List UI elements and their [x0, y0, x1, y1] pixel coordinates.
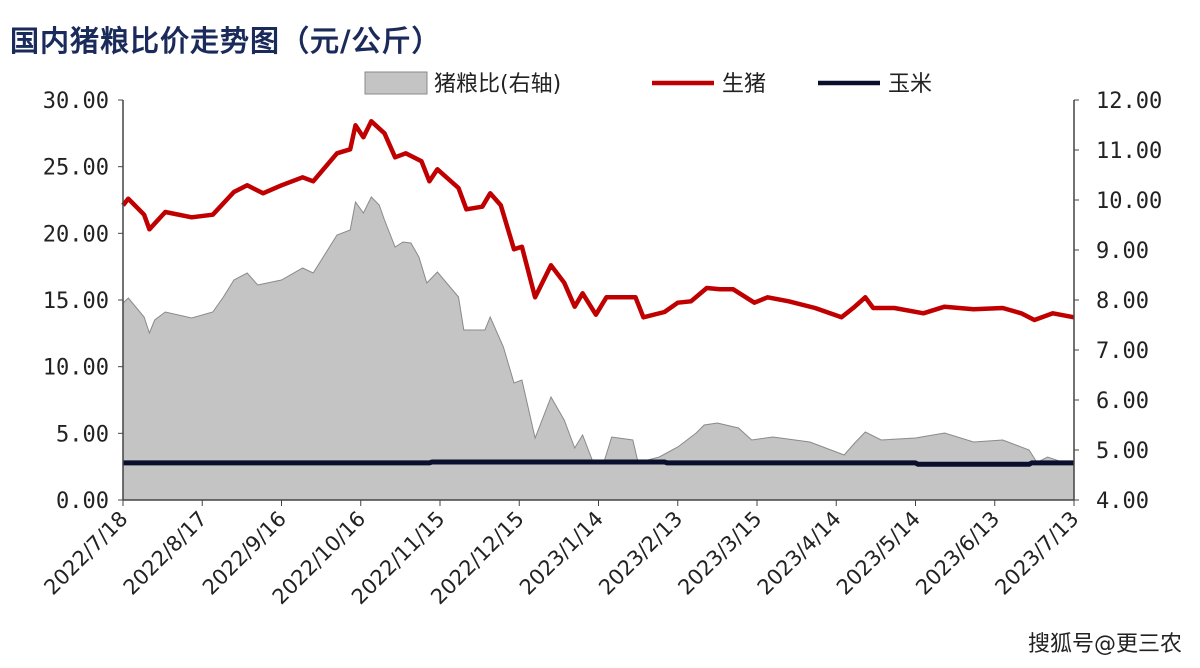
x-tick-label: 2023/5/14 — [832, 507, 925, 600]
legend-label-ratio: 猪粮比(右轴) — [434, 72, 561, 97]
left-tick-label: 15.00 — [43, 289, 109, 314]
right-tick-label: 7.00 — [1096, 339, 1149, 364]
left-tick-label: 20.00 — [43, 222, 109, 247]
chart-title: 国内猪粮比价走势图（元/公斤） — [10, 24, 442, 58]
x-tick-label: 2023/6/13 — [911, 507, 1004, 600]
watermark: 搜狐号@更三农 — [1027, 632, 1182, 657]
right-tick-label: 5.00 — [1096, 439, 1149, 464]
series-line-corn — [123, 459, 1074, 467]
left-tick-label: 0.00 — [56, 489, 109, 514]
legend-label-corn: 玉米 — [888, 72, 932, 97]
right-tick-label: 11.00 — [1096, 139, 1162, 164]
series-line-hog — [121, 119, 1075, 323]
x-tick-label: 2023/3/15 — [673, 507, 766, 600]
series-area-ratio — [122, 196, 1075, 501]
left-tick-label: 30.00 — [43, 89, 109, 114]
x-tick-label: 2022/8/17 — [119, 507, 212, 600]
left-tick-label: 5.00 — [56, 422, 109, 447]
x-tick-label: 2023/1/14 — [515, 507, 608, 600]
x-tick-label: 2022/7/18 — [39, 507, 132, 600]
x-tick-label: 2023/4/14 — [753, 507, 846, 600]
right-tick-label: 10.00 — [1096, 189, 1162, 214]
right-tick-label: 4.00 — [1096, 489, 1149, 514]
legend-label-hog: 生猪 — [722, 72, 766, 97]
left-tick-label: 10.00 — [43, 356, 109, 381]
left-tick-label: 25.00 — [43, 156, 109, 181]
right-tick-label: 6.00 — [1096, 389, 1149, 414]
right-tick-label: 8.00 — [1096, 289, 1149, 314]
legend-swatch-ratio — [364, 71, 428, 95]
x-tick-label: 2023/7/13 — [990, 507, 1083, 600]
right-tick-label: 12.00 — [1096, 89, 1162, 114]
x-tick-label: 2023/2/13 — [594, 507, 687, 600]
right-tick-label: 9.00 — [1096, 239, 1149, 264]
